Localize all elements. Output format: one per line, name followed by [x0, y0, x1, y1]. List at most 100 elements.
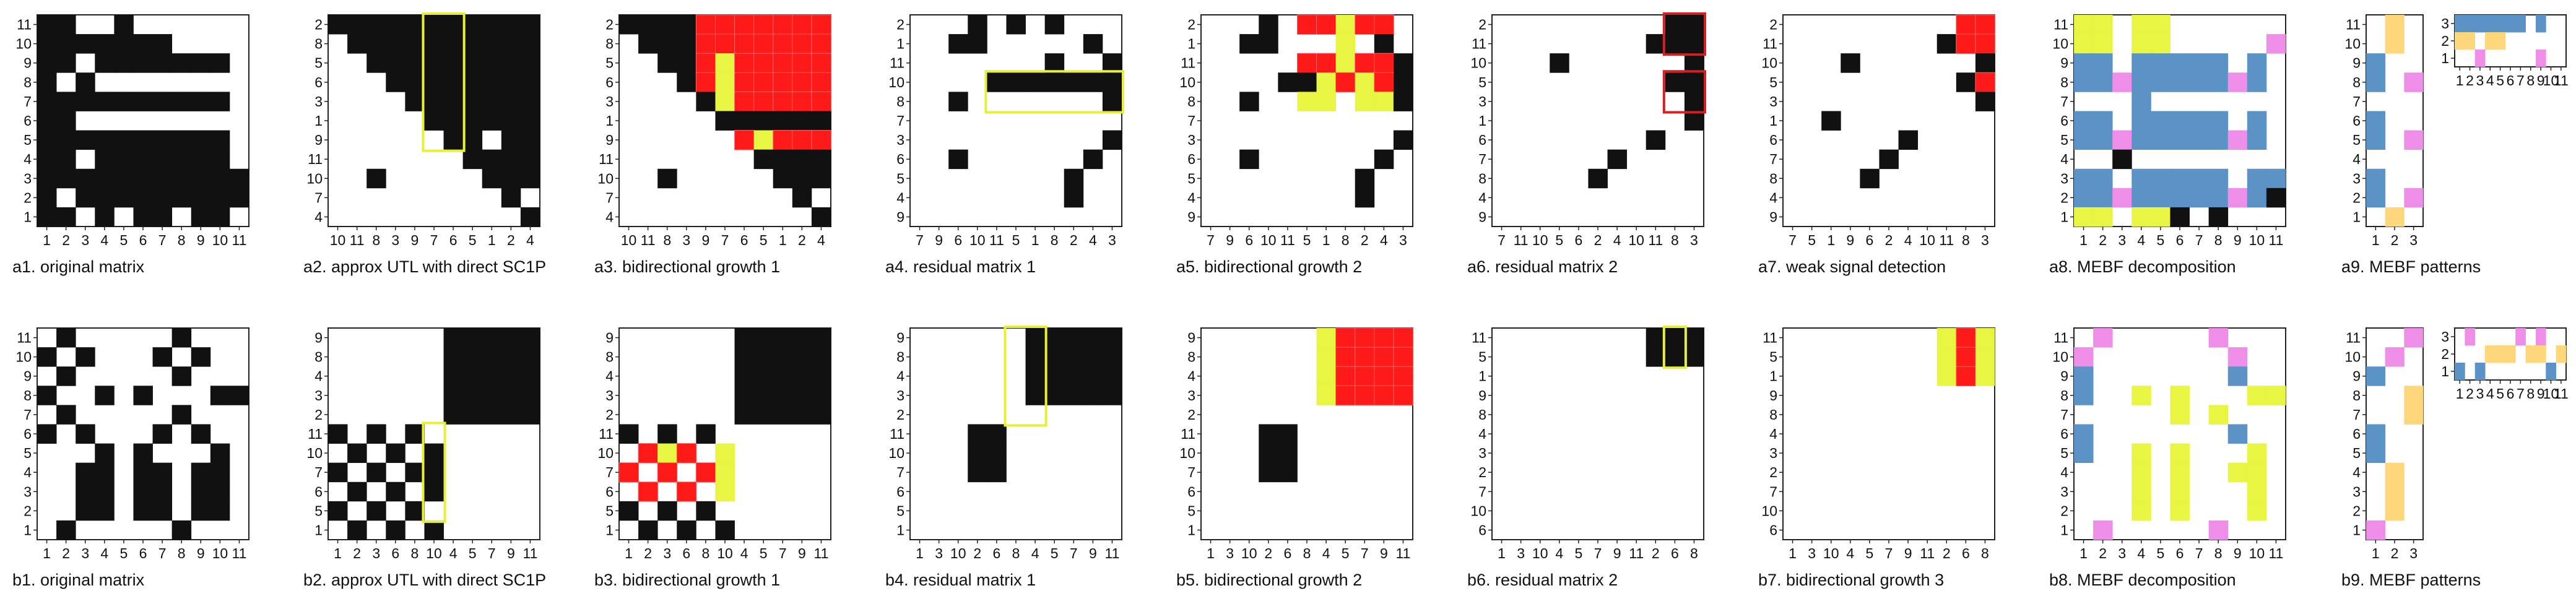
x-tick-label: 6	[449, 232, 458, 248]
matrix-cell	[1393, 130, 1413, 150]
matrix-cell	[1665, 328, 1685, 348]
matrix-cell	[2227, 188, 2248, 208]
matrix-cell	[152, 482, 173, 502]
matrix-cell	[2151, 15, 2171, 35]
matrix-cell	[1102, 72, 1122, 92]
y-tick-label: 3	[314, 93, 323, 110]
matrix-cell	[2404, 72, 2424, 92]
matrix-cell	[2266, 168, 2286, 189]
matrix-cell	[1102, 366, 1122, 386]
matrix-cell	[1393, 327, 1413, 348]
x-tick-label: 1	[1498, 545, 1506, 561]
x-tick-label: 5	[1866, 545, 1874, 561]
matrix-cell	[619, 501, 639, 521]
matrix-cell	[2366, 520, 2386, 540]
matrix-cell	[2170, 188, 2190, 208]
matrix-cell	[753, 111, 774, 131]
x-tick-label: 10	[621, 232, 637, 248]
matrix-cell	[133, 462, 153, 483]
y-tick-label: 6	[2060, 113, 2068, 129]
panel-caption: a1. original matrix	[12, 257, 145, 276]
y-tick-label: 10	[1761, 503, 1777, 519]
matrix-cell	[1821, 111, 1841, 131]
matrix-cell	[2074, 386, 2094, 405]
x-tick-label: 6	[2507, 72, 2515, 89]
matrix-cell	[2074, 207, 2094, 227]
matrix-cell	[1355, 72, 1375, 92]
matrix-cell	[520, 347, 540, 367]
matrix-cell	[811, 347, 831, 367]
matrix-cell	[2170, 130, 2190, 150]
x-tick-label: 7	[158, 545, 167, 561]
matrix-cell	[2266, 386, 2286, 405]
y-tick-label: 3	[605, 93, 614, 110]
x-tick-label: 4	[2137, 545, 2145, 561]
x-tick-label: 8	[663, 232, 671, 248]
panel-caption: b1. original matrix	[12, 571, 145, 589]
x-tick-label: 5	[760, 232, 768, 248]
matrix-cell	[462, 386, 483, 405]
y-tick-label: 1	[1769, 113, 1777, 129]
matrix-cell	[2170, 443, 2190, 464]
y-tick-label: 3	[1478, 93, 1486, 110]
matrix-cell	[753, 328, 774, 348]
matrix-cell	[424, 111, 444, 131]
x-tick-label: 1	[2079, 545, 2088, 561]
matrix-cell	[2131, 168, 2151, 189]
matrix-cell	[811, 207, 831, 227]
x-tick-label: 6	[2176, 232, 2184, 248]
matrix-cell	[2266, 34, 2286, 54]
matrix-cell	[1297, 72, 1317, 92]
highlight-box	[422, 12, 466, 152]
y-tick-label: 6	[314, 483, 323, 499]
matrix-cell	[1975, 328, 1995, 348]
matrix-cell	[734, 111, 755, 131]
x-tick-label: 6	[139, 545, 147, 561]
matrix-cell	[210, 207, 230, 227]
x-tick-label: 5	[2157, 232, 2165, 248]
y-tick-label: 3	[1769, 93, 1777, 110]
matrix-cell	[95, 443, 115, 464]
matrix-cell	[987, 462, 1007, 483]
matrix-cell	[2151, 188, 2171, 208]
x-tick-label: 1	[779, 232, 787, 248]
matrix-cell	[618, 462, 639, 483]
matrix-cell	[1975, 347, 1995, 367]
matrix-cell	[1393, 366, 1413, 387]
matrix-cell	[443, 366, 464, 386]
y-tick-label: 9	[605, 330, 614, 346]
matrix-cell	[2385, 34, 2405, 54]
y-tick-label: 7	[605, 189, 614, 205]
matrix-cell	[114, 149, 134, 170]
matrix-cell	[2151, 168, 2171, 189]
x-tick-label: 4	[100, 545, 108, 561]
matrix-cell	[1044, 328, 1065, 348]
y-tick-label: 7	[1769, 483, 1777, 499]
matrix-cell	[753, 72, 774, 93]
x-tick-label: 1	[1031, 232, 1039, 248]
matrix-cell	[2247, 188, 2267, 208]
matrix-cell	[1374, 72, 1394, 93]
matrix-cell	[2515, 328, 2526, 346]
y-tick-label: 2	[605, 407, 614, 423]
y-tick-label: 4	[605, 368, 614, 384]
panel-caption: b4. residual matrix 1	[885, 571, 1036, 589]
y-tick-label: 5	[605, 503, 614, 519]
matrix-cell	[715, 520, 735, 540]
y-tick-label: 2	[314, 17, 323, 33]
matrix-cell	[715, 111, 735, 131]
x-tick-label: 1	[334, 545, 342, 561]
matrix-cell	[1259, 462, 1278, 483]
matrix-cell	[462, 328, 483, 348]
y-tick-label: 2	[24, 503, 32, 519]
matrix-cell	[676, 443, 697, 464]
matrix-cell	[2131, 443, 2151, 464]
matrix-cell	[1374, 14, 1394, 35]
matrix-cell	[482, 328, 502, 348]
x-tick-label: 8	[2526, 72, 2535, 89]
x-tick-label: 9	[702, 232, 710, 248]
matrix-cell	[2208, 168, 2229, 189]
matrix-cell	[715, 53, 735, 73]
matrix-cell	[714, 33, 735, 54]
